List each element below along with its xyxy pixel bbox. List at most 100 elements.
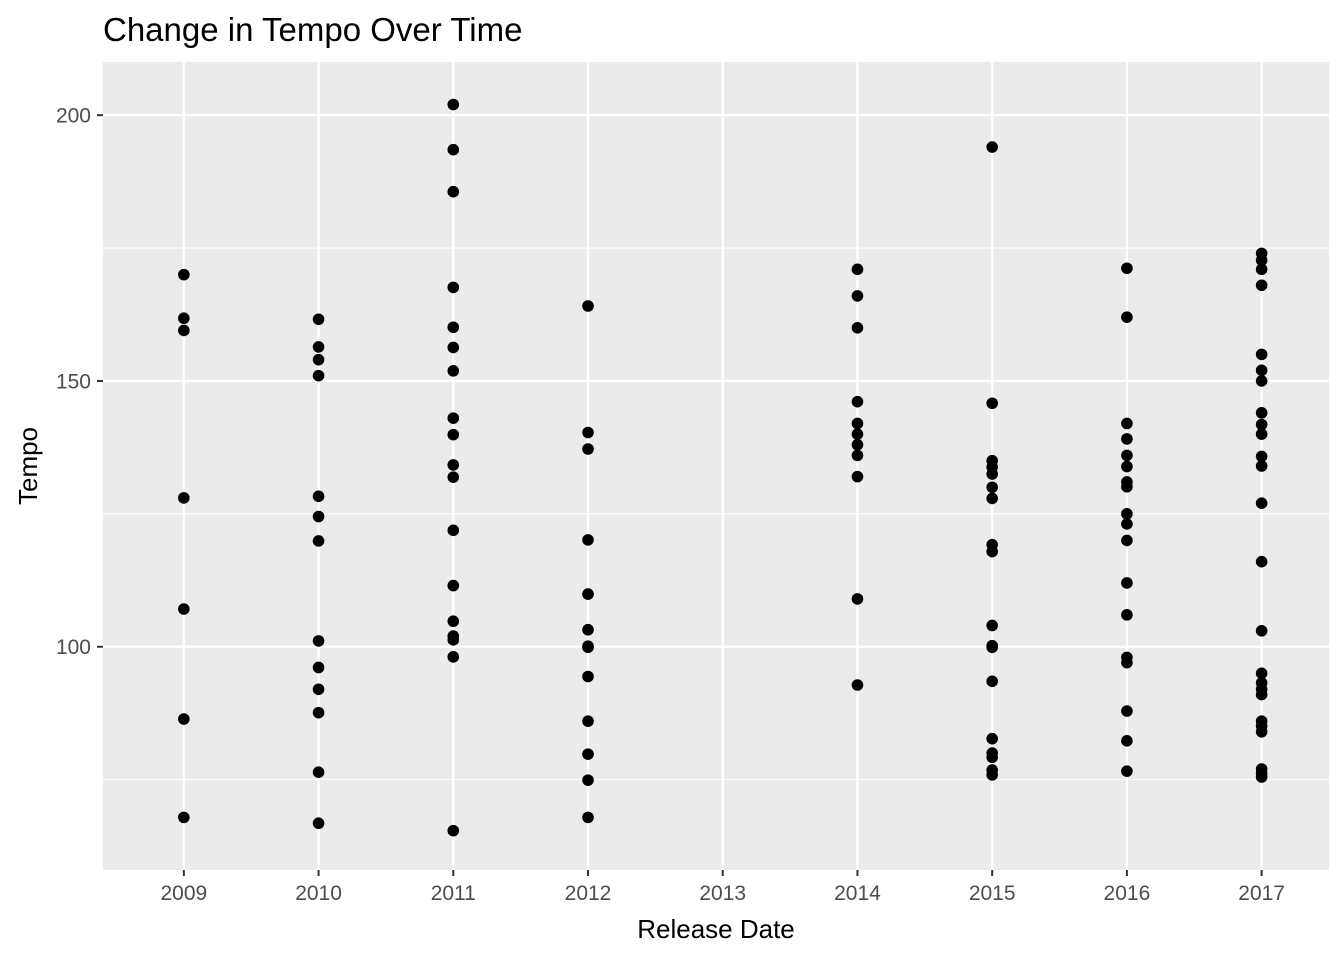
data-point: [986, 481, 998, 494]
data-point: [178, 312, 190, 325]
x-axis-title: Release Date: [637, 914, 795, 944]
y-axis: 100 150 200: [56, 105, 103, 659]
data-point: [582, 426, 594, 439]
data-point: [1255, 375, 1268, 387]
data-point: [447, 634, 460, 646]
data-point: [582, 670, 594, 683]
data-point: [1121, 480, 1133, 493]
data-point: [986, 619, 998, 632]
data-points: [178, 98, 1268, 837]
data-point: [1255, 667, 1268, 680]
data-point: [447, 651, 460, 663]
y-tick-label: 200: [56, 105, 91, 128]
data-point: [851, 449, 864, 462]
data-point: [851, 263, 864, 276]
data-point: [582, 811, 594, 824]
data-point: [447, 459, 460, 471]
data-point: [1255, 279, 1268, 292]
data-point: [178, 324, 190, 337]
x-tick-label: 2012: [565, 882, 612, 905]
data-point: [1121, 577, 1133, 589]
x-tick-label: 2010: [295, 882, 342, 905]
data-point: [851, 679, 864, 691]
data-point: [447, 615, 460, 628]
data-point: [178, 603, 190, 615]
data-point: [582, 534, 594, 546]
data-point: [447, 143, 460, 156]
data-point: [986, 732, 998, 745]
data-point: [851, 395, 864, 408]
x-tick-label: 2009: [160, 882, 207, 905]
data-point: [851, 593, 864, 605]
data-point: [1121, 508, 1133, 520]
data-point: [1255, 263, 1268, 276]
data-point: [851, 428, 864, 440]
data-point: [1255, 428, 1268, 440]
x-axis: 2009 2010 2011 2012 2013 2014 2015 2016 2017: [160, 870, 1285, 905]
data-point: [1255, 407, 1268, 419]
data-point: [1121, 262, 1133, 275]
data-point: [1121, 311, 1133, 323]
data-point: [1255, 364, 1268, 377]
data-point: [986, 751, 998, 764]
data-point: [312, 535, 325, 547]
data-point: [986, 675, 998, 688]
data-point: [447, 524, 460, 537]
data-point: [447, 185, 460, 198]
data-point: [447, 365, 460, 377]
x-tick-label: 2014: [834, 882, 881, 905]
y-tick-label: 100: [56, 636, 91, 659]
data-point: [447, 412, 460, 424]
data-point: [1121, 417, 1133, 430]
data-point: [582, 641, 594, 654]
data-point: [1121, 534, 1133, 547]
data-point: [851, 321, 864, 334]
data-point: [851, 470, 864, 483]
data-point: [312, 313, 325, 326]
data-point: [447, 824, 460, 837]
data-point: [178, 492, 190, 504]
data-point: [1255, 460, 1268, 472]
data-point: [312, 490, 325, 503]
data-point: [1121, 656, 1133, 669]
data-point: [312, 766, 325, 778]
data-point: [312, 683, 325, 696]
data-point: [1255, 254, 1268, 267]
data-point: [1255, 725, 1268, 738]
data-point: [312, 353, 325, 366]
y-axis-title: Tempo: [13, 427, 43, 505]
data-point: [582, 588, 594, 600]
data-point: [178, 713, 190, 725]
data-point: [447, 428, 460, 441]
data-point: [986, 641, 998, 654]
data-point: [1255, 497, 1268, 510]
data-point: [1121, 518, 1133, 530]
x-tick-label: 2017: [1238, 882, 1285, 905]
data-point: [986, 141, 998, 153]
data-point: [1255, 555, 1268, 568]
data-point: [178, 811, 190, 824]
data-point: [312, 341, 325, 353]
data-point: [1121, 735, 1133, 747]
data-point: [312, 510, 325, 523]
data-point: [851, 438, 864, 451]
data-point: [986, 545, 998, 558]
data-point: [1255, 450, 1268, 463]
data-point: [851, 417, 864, 430]
data-point: [1255, 624, 1268, 637]
data-point: [1255, 688, 1268, 701]
data-point: [582, 623, 594, 636]
data-point: [312, 706, 325, 719]
data-point: [447, 281, 460, 294]
x-tick-label: 2011: [431, 882, 476, 905]
y-tick-label: 150: [56, 370, 91, 393]
data-point: [312, 661, 325, 674]
data-point: [986, 492, 998, 505]
data-point: [986, 769, 998, 781]
data-point: [1255, 418, 1268, 431]
data-point: [582, 443, 594, 455]
data-point: [1121, 433, 1133, 445]
data-point: [986, 397, 998, 410]
data-point: [312, 635, 325, 647]
